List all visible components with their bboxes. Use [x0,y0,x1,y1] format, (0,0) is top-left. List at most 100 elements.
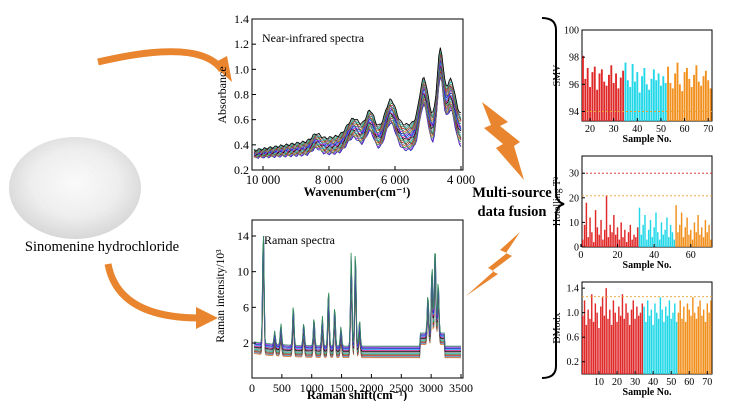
smv-bar [686,68,688,121]
hotelling-bar [638,207,641,247]
nir-ytick-label: 1.4 [234,12,249,26]
nir-x-label: Wavenumber(cm⁻¹) [304,185,411,199]
hotelling-bar [613,215,615,247]
smv-bar [674,73,677,121]
dmodx-bar [607,318,609,374]
smv-bar [643,68,646,121]
hotelling-bar [649,219,652,247]
dmodx-ytick-label: 1.0 [567,308,580,319]
smv-bar [596,89,599,121]
raman-ytick-label: 6 [243,300,249,314]
hotelling-bar [710,239,712,247]
dmodx-ytick-label: 0.2 [567,357,580,368]
dmodx-xtick-label: 30 [630,377,640,388]
smv-bar [648,89,651,121]
dmodx-bar [683,306,685,374]
hotelling-x-label: Sample No. [623,260,672,271]
smv-ytick-label: 96 [569,80,579,91]
smv-xtick-label: 30 [609,124,619,135]
smv-bar [707,80,710,121]
dmodx-bar [693,312,696,374]
dmodx-bar [637,315,640,374]
smv-bar [681,91,684,121]
raman-xtick-label: 1500 [330,381,354,395]
smv-bar [600,69,603,121]
dmodx-bar [623,318,625,374]
dmodx-bar [659,297,662,374]
nir-ytick-label: 0.2 [234,163,249,177]
dmodx-bar [639,312,642,374]
smv-bar [697,81,700,121]
raman-xtick-label: 2500 [389,381,413,395]
hotelling-bar [591,232,593,247]
nir-xtick-label: 10 000 [246,173,280,187]
smv-xtick-label: 20 [585,124,595,135]
smv-xtick-label: 70 [703,124,713,135]
nir-ytick-label: 0.4 [234,138,249,152]
hotelling-bar [695,232,697,247]
smv-bar [582,55,584,122]
dmodx-bar [654,303,656,374]
hotelling-bar [616,227,619,247]
hotelling-xtick-label: 40 [649,250,659,261]
hotelling-bar [708,224,710,247]
hotelling-bar [598,234,600,247]
dmodx-bar [656,312,658,374]
hotelling-bar [592,242,595,247]
hotelling-bar [677,232,679,247]
dmodx-bar [704,321,707,374]
hotelling-bar [688,234,690,247]
dmodx-bar [708,312,710,374]
smv-bar [603,81,606,121]
sample-label: Sinomenine hydrochloride [25,239,179,255]
hotelling-bar [646,239,648,247]
hotelling-bar [609,224,611,247]
smv-bar [700,85,703,121]
fusion-label-line1: Multi-source [472,185,552,201]
smv-bar [610,65,613,121]
hotelling-bar [675,205,677,247]
dmodx-bar [706,303,709,374]
hotelling-bar [633,234,635,247]
hotelling-bar [602,239,604,247]
dmodx-bar [699,300,701,374]
dmodx-xtick-label: 60 [684,377,694,388]
hotelling-bar [596,227,599,247]
lightning-bolt-lower [466,232,520,296]
dmodx-bar [616,321,618,374]
dmodx-bar [695,318,698,374]
hotelling-bar [706,232,708,247]
dmodx-bar [603,315,606,374]
hotelling-bar [686,217,688,247]
smv-bar [619,77,622,121]
lightning-bolt-upper [482,102,524,180]
dmodx-bar [589,318,591,374]
dmodx-bar [632,300,634,374]
dmodx-bar [652,324,654,374]
dmodx-bar [621,294,624,374]
smv-bar [638,92,641,121]
dmodx-bar [661,309,663,374]
hotelling-xtick-label: 20 [613,250,623,261]
nir-title: Near-infrared spectra [262,31,365,45]
smv-bar [690,87,693,121]
nir-ytick-label: 0.6 [234,113,249,127]
smv-bar [662,76,665,121]
nir-spectra-lines [253,47,462,159]
hotelling-bar [600,219,602,247]
dmodx-bar [657,318,660,374]
smv-bar [660,85,662,121]
dmodx-bar [587,309,589,374]
hotelling-bar [607,237,610,247]
dmodx-bar [641,303,644,374]
smv-bar [608,74,610,121]
smv-bar [676,62,679,121]
smv-xtick-label: 60 [680,124,690,135]
hotelling-bar [697,215,699,247]
hotelling-bar [671,232,674,247]
smv-bar [671,88,674,121]
dmodx-bar [618,306,620,374]
smv-bar [593,66,596,121]
nir-ytick-label: 1.2 [234,37,249,51]
